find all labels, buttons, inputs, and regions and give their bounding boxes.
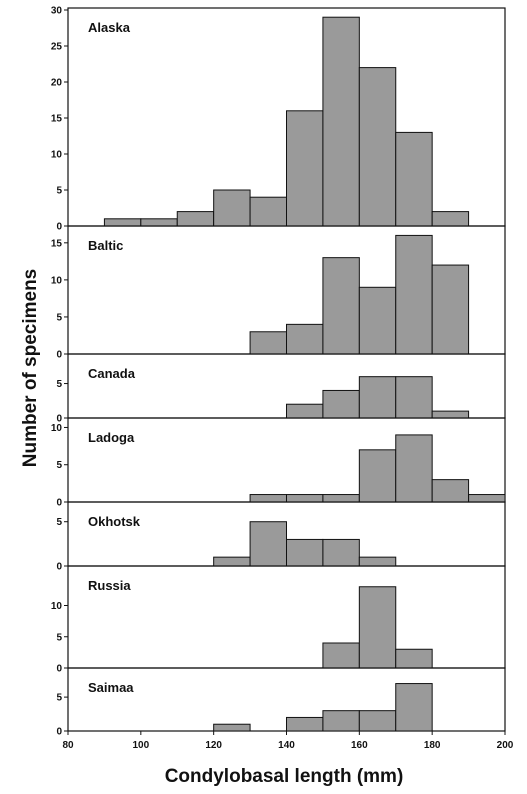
panel-russia: 0 5 10 Russia [51, 565, 506, 675]
histogram-bar [322, 389, 360, 419]
panel-label: Alaska [88, 20, 131, 35]
x-tick-label: 200 [497, 740, 514, 751]
y-tick-label: 0 [56, 562, 62, 573]
y-tick-label: 5 [56, 693, 62, 704]
histogram-bar [322, 642, 360, 669]
panel-okhotsk: 0 5 Okhotsk [56, 501, 506, 573]
y-tick-label: 5 [56, 460, 62, 471]
panel-saimaa: 0 5 Saimaa [56, 667, 506, 738]
histogram-bar [249, 494, 287, 503]
histogram-bar [358, 710, 397, 732]
panel-label: Ladoga [88, 430, 135, 445]
histogram-bar [358, 449, 397, 503]
histogram-bar [286, 538, 324, 567]
histogram-bar [213, 189, 251, 227]
panel-label: Baltic [88, 238, 123, 253]
y-tick-label: 0 [56, 727, 62, 738]
panel-label: Canada [88, 366, 136, 381]
panel-label: Okhotsk [88, 514, 141, 529]
histogram-bar [286, 110, 324, 227]
histogram-bar [431, 410, 470, 419]
panels-group: 0 5 10 15 20 25 30 Alaska 0 5 10 15 Baltic 0 5 Canada 0 5… [51, 6, 506, 738]
y-axis-title: Number of specimens [20, 269, 41, 468]
histogram-bar [286, 403, 324, 419]
histogram-bar [395, 376, 433, 419]
x-tick-label: 160 [351, 740, 368, 751]
x-tick-label: 180 [424, 740, 441, 751]
histogram-bar [249, 196, 287, 227]
y-tick-label: 20 [51, 78, 63, 89]
panel-ladoga: 0 5 10 Ladoga [51, 417, 506, 509]
histogram-bar [322, 16, 360, 227]
histogram-bar [176, 211, 215, 227]
histogram-bar [249, 521, 287, 567]
y-tick-label: 5 [56, 379, 62, 390]
histogram-bar [103, 218, 142, 227]
panel-baltic: 0 5 10 15 Baltic [51, 225, 506, 361]
panel-frame [67, 565, 506, 669]
histogram-bar [431, 479, 470, 503]
histogram-bar [358, 586, 397, 669]
x-axis: 80 100 120 140 160 180 200 [62, 731, 514, 751]
y-tick-label: 0 [56, 664, 62, 675]
histogram-bar [213, 556, 251, 567]
histogram-bar [395, 131, 433, 227]
histogram-bar [213, 723, 251, 732]
histogram-bar [286, 716, 324, 732]
y-tick-label: 0 [56, 498, 62, 509]
x-axis-title: Condylobasal length (mm) [165, 766, 404, 787]
histogram-bar [431, 264, 470, 355]
histogram-bar [322, 710, 360, 732]
histogram-bar [140, 218, 178, 227]
histogram-bar [358, 286, 397, 355]
y-tick-label: 10 [51, 275, 63, 286]
x-tick-label: 80 [62, 740, 74, 751]
histogram-bar [286, 323, 324, 355]
panel-label: Saimaa [88, 680, 134, 695]
histogram-bar [358, 376, 397, 419]
histogram-bar [431, 211, 470, 227]
y-tick-label: 5 [56, 186, 62, 197]
y-tick-label: 0 [56, 350, 62, 361]
y-tick-label: 10 [51, 150, 63, 161]
x-tick-label: 100 [132, 740, 149, 751]
histogram-bar [468, 494, 506, 503]
histogram-bar [395, 683, 433, 732]
x-tick-label: 140 [278, 740, 295, 751]
y-tick-label: 0 [56, 414, 62, 425]
y-tick-label: 10 [51, 423, 63, 434]
x-tick-label: 120 [205, 740, 222, 751]
y-tick-label: 5 [56, 632, 62, 643]
y-tick-label: 5 [56, 312, 62, 323]
histogram-bar [358, 67, 397, 227]
y-tick-label: 0 [56, 222, 62, 233]
y-tick-label: 10 [51, 601, 63, 612]
histogram-bar [395, 434, 433, 503]
panel-label: Russia [88, 578, 131, 593]
histogram-bar [249, 331, 287, 355]
histogram-bar [322, 257, 360, 355]
histogram-bar [322, 494, 360, 503]
histogram-bar [286, 494, 324, 503]
panel-canada: 0 5 Canada [56, 353, 506, 425]
histogram-bar [322, 538, 360, 567]
y-tick-label: 5 [56, 517, 62, 528]
y-tick-label: 15 [51, 114, 63, 125]
histogram-bar [395, 648, 433, 669]
y-tick-label: 25 [51, 42, 63, 53]
y-tick-label: 30 [51, 6, 63, 17]
histogram-bar [395, 234, 433, 355]
panel-alaska: 0 5 10 15 20 25 30 Alaska [51, 6, 506, 233]
histogram-bar [358, 556, 397, 567]
y-tick-label: 15 [51, 238, 63, 249]
